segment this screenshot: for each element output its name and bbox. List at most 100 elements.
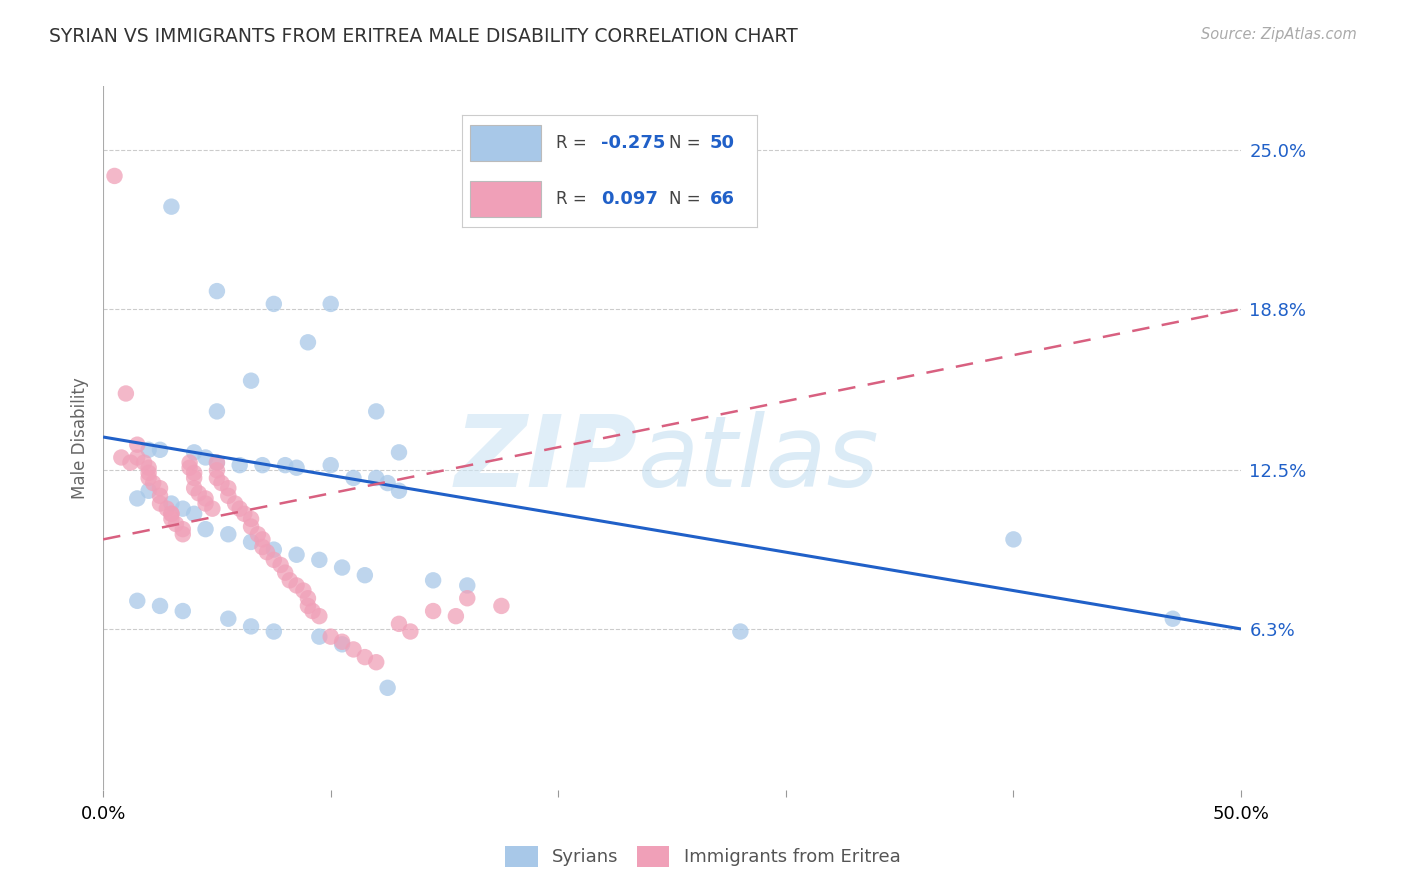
Point [240, 512, 263, 526]
Point [228, 501, 250, 516]
Point [149, 481, 172, 495]
Point [366, 404, 388, 418]
Point [138, 471, 160, 485]
Point [149, 497, 172, 511]
Point [228, 458, 250, 472]
Point [183, 481, 205, 495]
Point [172, 604, 194, 618]
Point [353, 650, 375, 665]
Point [127, 450, 149, 465]
Point [240, 535, 263, 549]
Point [172, 527, 194, 541]
Point [330, 634, 353, 648]
Point [342, 471, 364, 485]
Y-axis label: Male Disability: Male Disability [72, 377, 89, 500]
Point [399, 624, 422, 639]
Point [342, 642, 364, 657]
Point [120, 456, 142, 470]
Point [292, 583, 315, 598]
Point [388, 616, 411, 631]
Point [142, 476, 165, 491]
Point [172, 501, 194, 516]
Point [172, 522, 194, 536]
Point [156, 501, 179, 516]
Point [297, 335, 319, 350]
Point [256, 545, 278, 559]
Point [149, 599, 172, 613]
Point [194, 450, 217, 465]
Point [240, 619, 263, 633]
Point [252, 458, 274, 472]
Point [240, 519, 263, 533]
Point [205, 456, 228, 470]
Point [194, 491, 217, 506]
Point [183, 445, 205, 459]
Point [149, 489, 172, 503]
Point [285, 460, 308, 475]
Point [308, 609, 330, 624]
Point [138, 442, 160, 457]
Point [1161, 612, 1184, 626]
Text: ZIP: ZIP [456, 411, 638, 508]
Point [132, 456, 155, 470]
Point [179, 456, 201, 470]
Point [138, 460, 160, 475]
Point [138, 483, 160, 498]
Point [217, 481, 239, 495]
Point [263, 542, 285, 557]
Point [205, 463, 228, 477]
Point [297, 599, 319, 613]
Point [183, 471, 205, 485]
Point [183, 507, 205, 521]
Point [183, 466, 205, 480]
Point [160, 200, 183, 214]
Point [205, 284, 228, 298]
Point [270, 558, 292, 572]
Point [422, 604, 444, 618]
Text: Source: ZipAtlas.com: Source: ZipAtlas.com [1201, 27, 1357, 42]
Point [205, 471, 228, 485]
Point [730, 624, 752, 639]
Point [224, 497, 246, 511]
Point [377, 476, 399, 491]
Point [366, 471, 388, 485]
Point [491, 599, 513, 613]
Point [127, 594, 149, 608]
Point [263, 553, 285, 567]
Point [160, 507, 183, 521]
Point [308, 553, 330, 567]
Text: atlas: atlas [638, 411, 880, 508]
Point [301, 604, 323, 618]
Point [138, 466, 160, 480]
Point [194, 497, 217, 511]
Point [165, 516, 187, 531]
Point [319, 458, 342, 472]
Point [127, 491, 149, 506]
Point [456, 591, 478, 606]
Point [187, 486, 209, 500]
Point [263, 624, 285, 639]
Point [1002, 533, 1025, 547]
Point [110, 450, 132, 465]
Point [263, 297, 285, 311]
Point [422, 574, 444, 588]
Point [319, 630, 342, 644]
Point [330, 560, 353, 574]
Point [211, 476, 233, 491]
Point [444, 609, 467, 624]
Legend: Syrians, Immigrants from Eritrea: Syrians, Immigrants from Eritrea [498, 838, 908, 874]
Point [274, 458, 297, 472]
Point [217, 489, 239, 503]
Text: SYRIAN VS IMMIGRANTS FROM ERITREA MALE DISABILITY CORRELATION CHART: SYRIAN VS IMMIGRANTS FROM ERITREA MALE D… [49, 27, 799, 45]
Point [217, 527, 239, 541]
Point [205, 456, 228, 470]
Point [377, 681, 399, 695]
Point [246, 527, 269, 541]
Point [240, 374, 263, 388]
Point [160, 512, 183, 526]
Point [233, 507, 256, 521]
Point [274, 566, 297, 580]
Point [366, 655, 388, 669]
Point [115, 386, 138, 401]
Point [297, 591, 319, 606]
